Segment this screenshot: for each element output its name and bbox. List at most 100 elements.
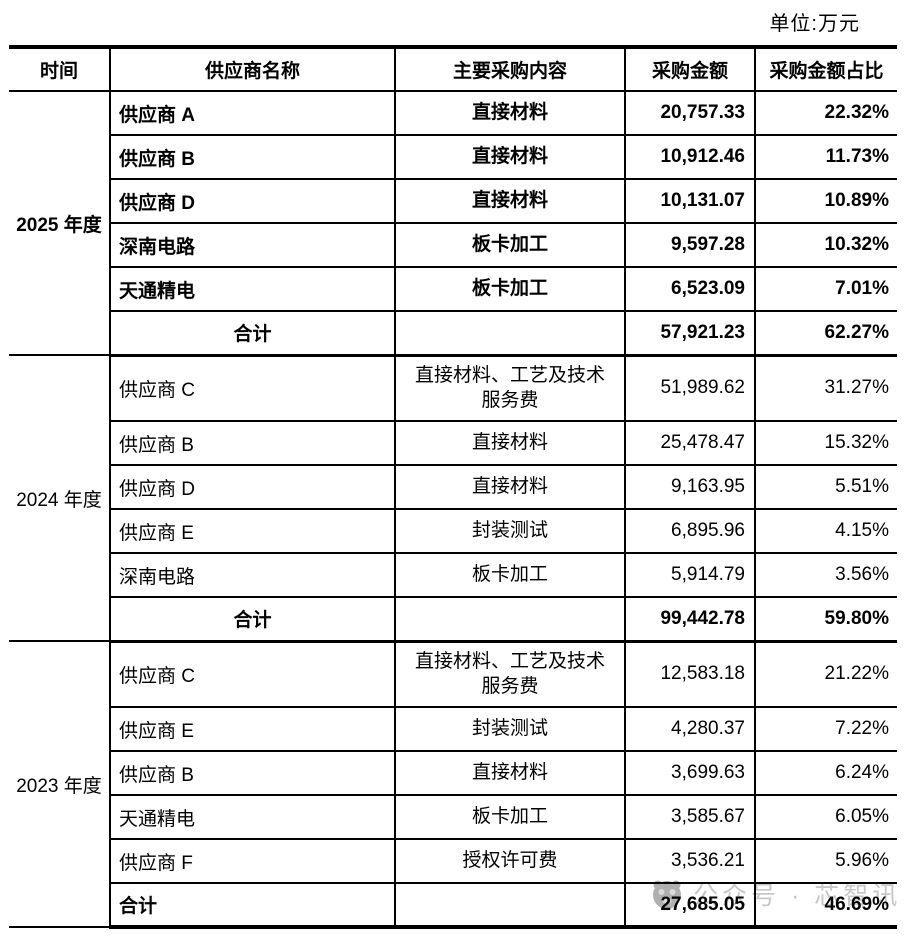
header-ratio: 采购金额占比 bbox=[754, 45, 897, 92]
content-cell: 直接材料 bbox=[394, 420, 626, 466]
amount-cell: 6,895.96 bbox=[624, 508, 756, 554]
table-row: 2023 年度 供应商 C 直接材料、工艺及技术 服务费 12,583.18 21… bbox=[9, 640, 897, 928]
header-supplier: 供应商名称 bbox=[109, 45, 396, 92]
total-label-cell: 合计 bbox=[109, 882, 396, 929]
ratio-cell: 21.22% bbox=[754, 640, 897, 708]
period-cell: 2024 年度 bbox=[9, 354, 111, 642]
table-row: 供应商 D 直接材料 10,131.07 10.89% bbox=[9, 178, 897, 224]
content-line: 板卡加工 bbox=[471, 278, 548, 300]
unit-label: 单位:万元 bbox=[769, 13, 860, 35]
amount-cell: 9,163.95 bbox=[624, 464, 756, 510]
supplier-cell: 供应商 B bbox=[109, 134, 396, 180]
content-line: 直接材料 bbox=[471, 762, 548, 784]
supplier-cell: 供应商 F bbox=[109, 838, 396, 884]
content-cell-empty bbox=[394, 310, 626, 357]
supplier-cell: 供应商 B bbox=[109, 750, 396, 796]
amount-cell: 12,583.18 bbox=[624, 640, 756, 708]
ratio-cell: 6.05% bbox=[754, 794, 897, 840]
supplier-cell: 供应商 C bbox=[109, 640, 396, 708]
table-row: 供应商 F 授权许可费 3,536.21 5.96% bbox=[9, 838, 897, 884]
table-row: 深南电路 板卡加工 5,914.79 3.56% bbox=[9, 552, 897, 598]
supplier-cell: 天通精电 bbox=[109, 794, 396, 840]
supplier-cell: 深南电路 bbox=[109, 552, 396, 598]
supplier-cell: 供应商 D bbox=[109, 464, 396, 510]
content-line: 板卡加工 bbox=[471, 806, 548, 828]
content-line: 直接材料、工艺及技术 bbox=[414, 650, 605, 672]
ratio-cell: 31.27% bbox=[754, 354, 897, 422]
ratio-cell: 6.24% bbox=[754, 750, 897, 796]
total-amount-cell: 99,442.78 bbox=[624, 596, 756, 643]
content-cell: 封装测试 bbox=[394, 508, 626, 554]
procurement-table: 时间 供应商名称 主要采购内容 采购金额 采购金额占比 2025 年度 供应商 … bbox=[9, 45, 897, 929]
content-line: 板卡加工 bbox=[471, 234, 548, 256]
ratio-cell: 22.32% bbox=[754, 90, 897, 136]
content-line: 直接材料 bbox=[471, 102, 548, 124]
content-line: 直接材料 bbox=[471, 146, 548, 168]
supplier-cell: 供应商 B bbox=[109, 420, 396, 466]
amount-cell: 9,597.28 bbox=[624, 222, 756, 268]
amount-cell: 3,699.63 bbox=[624, 750, 756, 796]
supplier-cell: 供应商 A bbox=[109, 90, 396, 136]
amount-cell: 6,523.09 bbox=[624, 266, 756, 312]
ratio-cell: 7.01% bbox=[754, 266, 897, 312]
content-line: 直接材料 bbox=[471, 190, 548, 212]
table-row: 供应商 D 直接材料 9,163.95 5.51% bbox=[9, 464, 897, 510]
table-row: 供应商 B 直接材料 3,699.63 6.24% bbox=[9, 750, 897, 796]
ratio-cell: 10.89% bbox=[754, 178, 897, 224]
content-line: 直接材料 bbox=[471, 476, 548, 498]
supplier-cell: 供应商 C bbox=[109, 354, 396, 422]
amount-cell: 10,912.46 bbox=[624, 134, 756, 180]
table-row: 2024 年度 供应商 C 直接材料、工艺及技术 服务费 51,989.62 31… bbox=[9, 354, 897, 642]
ratio-cell: 4.15% bbox=[754, 508, 897, 554]
header-content: 主要采购内容 bbox=[394, 45, 626, 92]
header-row: 时间 供应商名称 主要采购内容 采购金额 采购金额占比 bbox=[9, 45, 897, 92]
table-row: 2025 年度 供应商 A 直接材料 20,757.33 22.32% bbox=[9, 90, 897, 356]
table-row: 供应商 E 封装测试 6,895.96 4.15% bbox=[9, 508, 897, 554]
content-line: 服务费 bbox=[481, 390, 539, 412]
supplier-cell: 供应商 D bbox=[109, 178, 396, 224]
content-cell: 板卡加工 bbox=[394, 222, 626, 268]
table-row: 深南电路 板卡加工 9,597.28 10.32% bbox=[9, 222, 897, 268]
supplier-cell: 供应商 E bbox=[109, 706, 396, 752]
content-cell: 直接材料 bbox=[394, 464, 626, 510]
content-cell: 直接材料、工艺及技术 服务费 bbox=[394, 640, 626, 708]
total-row: 合计 57,921.23 62.27% bbox=[9, 310, 897, 357]
content-cell: 封装测试 bbox=[394, 706, 626, 752]
content-line: 封装测试 bbox=[471, 718, 548, 740]
total-amount-cell: 57,921.23 bbox=[624, 310, 756, 357]
total-label-cell: 合计 bbox=[109, 310, 396, 357]
content-cell: 直接材料 bbox=[394, 134, 626, 180]
amount-cell: 25,478.47 bbox=[624, 420, 756, 466]
table-row: 天通精电 板卡加工 6,523.09 7.01% bbox=[9, 266, 897, 312]
header-amount: 采购金额 bbox=[624, 45, 756, 92]
total-ratio-cell: 59.80% bbox=[754, 596, 897, 643]
content-cell: 直接材料、工艺及技术 服务费 bbox=[394, 354, 626, 422]
amount-cell: 20,757.33 bbox=[624, 90, 756, 136]
content-cell: 直接材料 bbox=[394, 178, 626, 224]
amount-cell: 3,585.67 bbox=[624, 794, 756, 840]
amount-cell: 4,280.37 bbox=[624, 706, 756, 752]
total-row: 合计 27,685.05 46.69% bbox=[9, 882, 897, 929]
total-ratio-cell: 62.27% bbox=[754, 310, 897, 357]
header-time: 时间 bbox=[9, 45, 111, 92]
content-line: 直接材料、工艺及技术 bbox=[414, 364, 605, 386]
content-line: 封装测试 bbox=[471, 520, 548, 542]
content-cell-empty bbox=[394, 882, 626, 929]
content-cell: 直接材料 bbox=[394, 750, 626, 796]
period-cell: 2023 年度 bbox=[9, 640, 111, 928]
total-amount-cell: 27,685.05 bbox=[624, 882, 756, 929]
ratio-cell: 10.32% bbox=[754, 222, 897, 268]
table-row: 供应商 B 直接材料 10,912.46 11.73% bbox=[9, 134, 897, 180]
ratio-cell: 7.22% bbox=[754, 706, 897, 752]
table-row: 供应商 E 封装测试 4,280.37 7.22% bbox=[9, 706, 897, 752]
content-cell: 授权许可费 bbox=[394, 838, 626, 884]
content-cell: 直接材料 bbox=[394, 90, 626, 136]
supplier-cell: 深南电路 bbox=[109, 222, 396, 268]
content-cell: 板卡加工 bbox=[394, 266, 626, 312]
content-cell-empty bbox=[394, 596, 626, 643]
ratio-cell: 11.73% bbox=[754, 134, 897, 180]
amount-cell: 51,989.62 bbox=[624, 354, 756, 422]
table-row: 天通精电 板卡加工 3,585.67 6.05% bbox=[9, 794, 897, 840]
content-line: 板卡加工 bbox=[471, 564, 548, 586]
period-cell: 2025 年度 bbox=[9, 90, 111, 356]
